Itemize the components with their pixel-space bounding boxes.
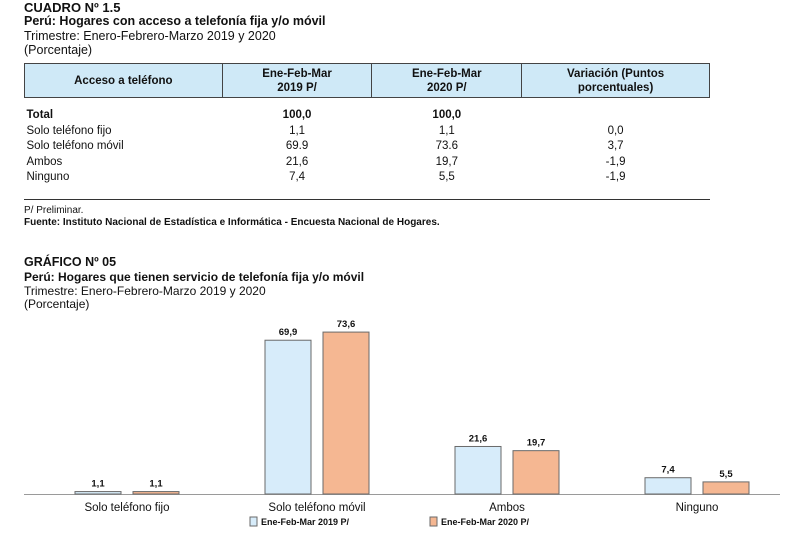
category-label: Solo teléfono fijo [84,502,169,514]
table-row: Solo teléfono móvil 69.9 73.6 3,7 [25,139,710,155]
legend-label-0: Ene-Feb-Mar 2019 P/ [261,517,350,527]
table-bottom-rule [24,199,710,200]
header-variation: Variación (Puntos porcentuales) [521,63,710,98]
row-variation: -1,9 [605,171,626,183]
bar-2019-2 [454,445,502,495]
bar-2020-3 [702,481,750,495]
table-source: Fuente: Instituto Nacional de Estadístic… [24,217,440,228]
chart-unit: (Porcentaje) [24,297,90,311]
chart-code: GRÁFICO Nº 05 [24,255,117,269]
bar-2020-0 [132,491,180,495]
row-value-2020: 1,1 [438,124,455,137]
category-label: Ninguno [676,502,719,514]
table-subtitle: Trimestre: Enero-Febrero-Marzo 2019 y 20… [24,29,276,43]
row-value-2019: 21,6 [285,155,309,168]
row-value-2019: 1,1 [289,124,306,137]
bar-2020-2 [512,450,560,495]
row-label: Solo teléfono móvil [26,140,124,152]
table-note: P/ Preliminar. [24,205,84,216]
data-table: Acceso a teléfono Ene-Feb-Mar 2019 P/ Ene… [24,63,710,186]
data-label: 19,7 [527,438,546,449]
row-value-2020: 5,5 [438,171,455,183]
header-2020: Ene-Feb-Mar 2020 P/ [371,63,523,98]
header-access: Acceso a teléfono [24,63,223,98]
category-label: Ambos [489,502,525,514]
data-label: 21,6 [469,433,488,444]
row-variation: 0,0 [607,124,624,137]
table-unit: (Porcentaje) [24,43,93,57]
legend-swatch-0 [249,516,258,527]
table-row: Ninguno 7,4 5,5 -1,9 [25,170,710,186]
bar-2019-3 [644,477,692,495]
legend-label-1: Ene-Feb-Mar 2020 P/ [441,517,530,527]
table-header-row: Acceso a teléfono Ene-Feb-Mar 2019 P/ Ene… [24,63,710,98]
row-label: Solo teléfono fijo [26,124,112,137]
legend-swatch-1 [429,516,438,527]
bar-2019-1 [264,339,312,495]
row-label: Total [26,109,54,121]
data-label: 73,6 [337,319,356,330]
row-value-2019: 7,4 [289,171,306,183]
data-label: 7,4 [661,465,675,476]
row-label: Ninguno [26,171,70,183]
row-variation: -1,9 [605,155,626,168]
header-2019: Ene-Feb-Mar 2019 P/ [221,63,373,98]
data-label: 69,9 [279,327,298,338]
row-value-2020: 73.6 [435,140,458,152]
table-row: Solo teléfono fijo 1,1 1,1 0,0 [25,124,710,140]
row-variation [522,98,710,124]
chart-title: Perú: Hogares que tienen servicio de tel… [24,270,365,284]
data-label: 1,1 [91,479,105,490]
data-label: 5,5 [719,469,733,480]
table-row: Ambos 21,6 19,7 -1,9 [25,155,710,171]
table-title: Perú: Hogares con acceso a telefonía fij… [24,14,326,28]
row-label: Ambos [26,155,63,168]
bar-2019-0 [74,491,122,495]
row-variation: 3,7 [607,140,624,152]
table-row: Total 100,0 100,0 [25,98,710,124]
row-value-2020: 19,7 [435,155,458,168]
row-value-2019: 100,0 [282,109,312,121]
chart-subtitle: Trimestre: Enero-Febrero-Marzo 2019 y 20… [24,284,266,298]
row-value-2020: 100,0 [432,109,462,121]
table-code: CUADRO Nº 1.5 [24,0,121,15]
category-label: Solo teléfono móvil [268,502,365,514]
row-value-2019: 69.9 [285,140,309,152]
bar-chart: 1,1 1,1 Solo teléfono fijo 69,9 73,6 Solo tel… [24,319,780,527]
data-label: 1,1 [149,479,163,490]
bar-2020-1 [322,331,370,495]
